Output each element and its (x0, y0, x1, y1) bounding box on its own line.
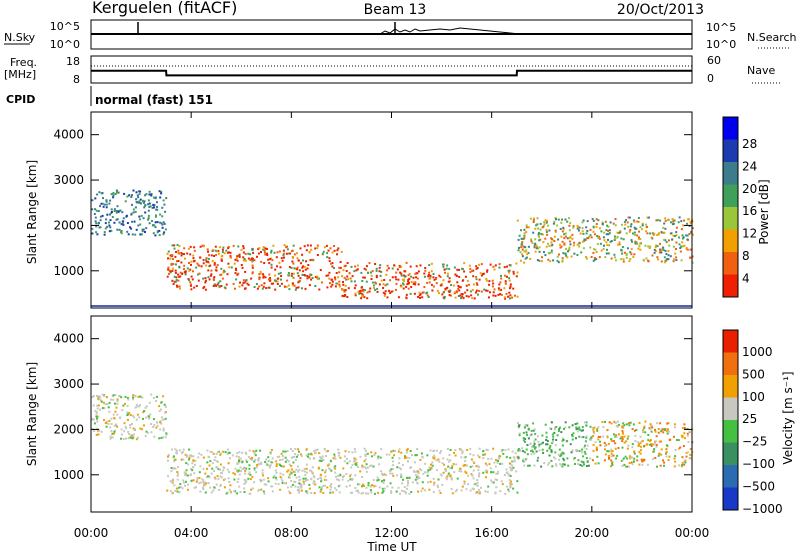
colorbar-tick-label: 12 (742, 227, 757, 241)
colorbar-swatch (723, 252, 738, 275)
range-tick-label: 2000 (53, 422, 84, 436)
power-colorbar-label: Power [dB] (757, 179, 771, 244)
nsky-bumps (379, 27, 521, 35)
time-axis-label: Time UT (366, 540, 417, 554)
nsearch-label: N.Search (747, 31, 797, 44)
colorbar-tick-label: 1000 (742, 345, 773, 359)
time-tick-label: 20:00 (575, 526, 610, 540)
cpid-label: CPID (6, 93, 35, 106)
freq-label-2: [MHz] (4, 68, 36, 81)
colorbar-tick-label: −100 (742, 457, 775, 471)
colorbar-tick-label: 100 (742, 390, 765, 404)
colorbar-tick-label: 28 (742, 137, 757, 151)
colorbar-swatch (723, 229, 738, 252)
colorbar-tick-label: 8 (742, 249, 750, 263)
power-ylabel: Slant Range [km] (25, 160, 39, 264)
colorbar-swatch (723, 420, 738, 443)
colorbar-tick-label: 500 (742, 367, 765, 381)
nsky-tick-low: 10^0 (50, 38, 80, 51)
freq-tick-high: 18 (66, 55, 80, 68)
colorbar-swatch (723, 274, 738, 297)
station-title: Kerguelen (fitACF) (92, 0, 237, 17)
velocity-colorbar-label: Velocity [m s⁻¹] (781, 371, 795, 464)
colorbar-swatch (723, 184, 738, 207)
colorbar-tick-label: 16 (742, 204, 757, 218)
colorbar-tick-label: 20 (742, 182, 757, 196)
date-title: 20/Oct/2013 (617, 2, 704, 18)
time-tick-label: 00:00 (74, 526, 109, 540)
nsky-tick-high: 10^5 (50, 20, 80, 33)
range-tick-label: 2000 (53, 218, 84, 232)
power-colorbar: 28 24 20 16 12 8 4 (722, 116, 757, 298)
colorbar-tick-label: 24 (742, 159, 757, 173)
nsky-panel: N.Sky 10^5 10^0 10^5 10^0 N.Search (4, 19, 797, 51)
freq-label-1: Freq. (10, 56, 37, 69)
nsky-label: N.Sky (4, 31, 36, 44)
freq-panel: Freq. [MHz] 18 8 60 0 Nave (4, 54, 782, 86)
colorbar-swatch (723, 162, 738, 185)
velocity-ylabel: Slant Range [km] (25, 362, 39, 466)
colorbar-swatch (723, 207, 738, 230)
cpid-value: normal (fast) 151 (95, 93, 213, 107)
range-tick-label: 4000 (53, 128, 84, 142)
nave-tick-high: 60 (707, 54, 721, 67)
colorbar-tick-label: 25 (742, 412, 757, 426)
range-tick-label: 1000 (53, 264, 84, 278)
time-tick-label: 04:00 (174, 526, 209, 540)
range-tick-label: 3000 (53, 377, 84, 391)
time-tick-label: 00:00 (675, 526, 710, 540)
colorbar-swatch (723, 139, 738, 162)
colorbar-swatch (723, 117, 738, 140)
nave-tick-low: 0 (707, 72, 714, 85)
time-tick-label: 08:00 (274, 526, 309, 540)
range-tick-label: 1000 (53, 468, 84, 482)
velocity-panel: 4000 3000 2000 1000 Slant Range [km] 1000 50… (25, 315, 795, 516)
colorbar-swatch (723, 442, 738, 465)
colorbar-tick-label: −25 (742, 435, 767, 449)
power-scatter (91, 189, 694, 300)
nave-label: Nave (747, 64, 775, 77)
colorbar-swatch (723, 352, 738, 375)
colorbar-swatch (723, 465, 738, 488)
freq-tick-low: 8 (73, 73, 80, 86)
time-tick-label: 12:00 (374, 526, 409, 540)
colorbar-tick-label: −1000 (742, 502, 783, 516)
nsearch-tick-high: 10^5 (706, 21, 736, 34)
velocity-colorbar: 1000 500 100 25 −25 −100 −500 −1000 (722, 329, 783, 516)
time-axis: 00:00 04:00 08:00 12:00 16:00 20:00 00:00 (74, 112, 710, 540)
beam-title: Beam 13 (364, 2, 427, 18)
range-tick-label: 3000 (53, 173, 84, 187)
colorbar-swatch (723, 487, 738, 510)
nsearch-tick-low: 10^0 (706, 38, 736, 51)
velocity-scatter (91, 393, 694, 495)
colorbar-swatch (723, 397, 738, 420)
colorbar-tick-label: −500 (742, 479, 775, 493)
range-tick-label: 4000 (53, 332, 84, 346)
freq-line (91, 69, 692, 77)
time-tick-label: 16:00 (474, 526, 509, 540)
power-panel: 4000 3000 2000 1000 Slant Range [km] 28 24 20… (25, 111, 771, 309)
colorbar-swatch (723, 375, 738, 398)
colorbar-swatch (723, 330, 738, 353)
colorbar-tick-label: 4 (742, 271, 750, 285)
